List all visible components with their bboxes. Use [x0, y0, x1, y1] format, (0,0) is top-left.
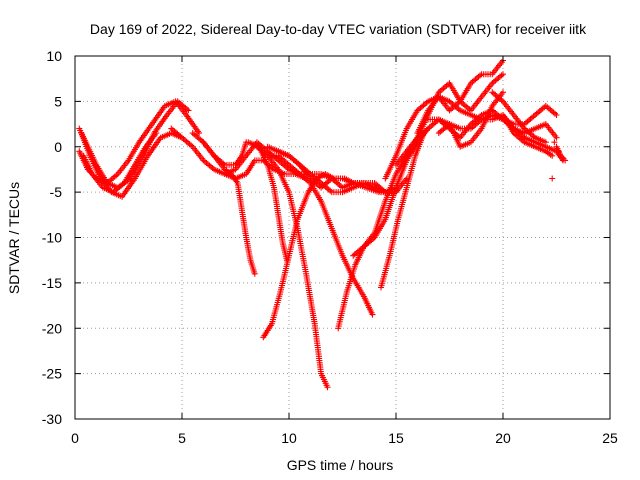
data-point [562, 157, 569, 164]
series-track-5 [168, 125, 310, 182]
data-point [251, 270, 258, 277]
grid-lines [75, 56, 610, 419]
series-track-11 [260, 171, 395, 341]
x-tick-label: 15 [388, 430, 404, 446]
series-track-12 [253, 143, 331, 391]
data-point [324, 384, 331, 391]
series-track-14 [264, 152, 376, 318]
data-point [369, 311, 376, 318]
x-tick-label: 20 [495, 430, 511, 446]
series-track-4 [80, 130, 160, 196]
y-tick-label: 10 [46, 48, 62, 64]
series-track-13 [275, 148, 410, 196]
y-tick-label: -25 [42, 366, 62, 382]
x-tick-label: 25 [602, 430, 618, 446]
data-points [76, 57, 569, 391]
data-point [500, 89, 506, 96]
y-tick-label: -20 [42, 320, 62, 336]
y-tick-label: 0 [54, 139, 62, 155]
data-point [553, 112, 560, 118]
data-point [549, 152, 556, 159]
series-track-7 [200, 139, 250, 168]
y-tick-labels: -30 -25 -20 -15 -10 -5 0 5 10 [42, 48, 62, 427]
x-tick-labels: 0 5 10 15 20 25 [71, 430, 618, 446]
series-track-15 [335, 139, 421, 332]
x-axis-label: GPS time / hours [287, 457, 394, 473]
isolated-data-point [549, 175, 556, 182]
series-track-25 [500, 112, 556, 159]
y-tick-label: -30 [42, 411, 62, 427]
x-tick-label: 5 [178, 430, 186, 446]
data-point [185, 107, 192, 114]
y-axis-label: SDTVAR / TECUs [6, 182, 22, 294]
y-tick-label: -15 [42, 275, 62, 291]
series-track-24 [489, 89, 549, 146]
y-tick-label: 5 [54, 93, 62, 109]
x-tick-label: 0 [71, 430, 79, 446]
axis-ticks [74, 55, 611, 420]
data-point [542, 139, 549, 146]
y-tick-label: -10 [42, 230, 62, 246]
isolated-data-point [551, 139, 558, 146]
data-point [153, 130, 160, 137]
x-tick-label: 10 [281, 430, 297, 446]
series-track-18 [382, 57, 506, 182]
data-point [553, 134, 560, 141]
data-point [196, 130, 203, 137]
series-track-6 [189, 130, 258, 277]
isolated-data-point [555, 148, 562, 155]
data-point [500, 71, 506, 78]
chart-title: Day 169 of 2022, Sidereal Day-to-day VTE… [90, 21, 587, 37]
y-tick-label: -5 [50, 184, 63, 200]
